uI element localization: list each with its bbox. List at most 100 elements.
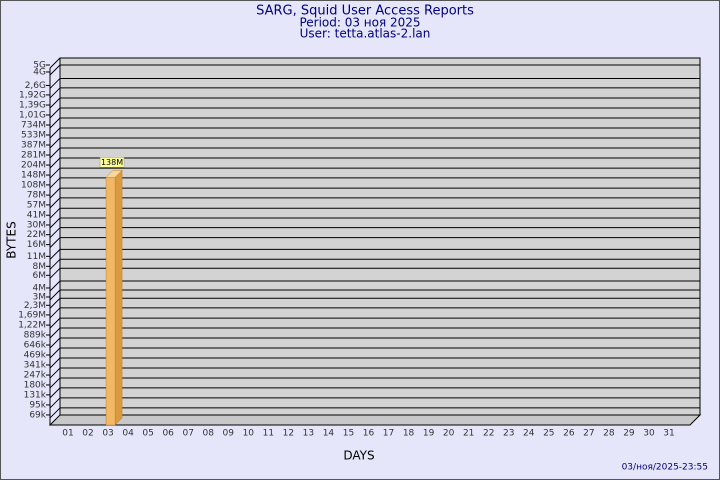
y-tick-label: 5G xyxy=(33,61,46,71)
grid-line xyxy=(49,317,61,329)
x-tick-label: 31 xyxy=(663,429,674,439)
x-tick-label: 11 xyxy=(263,429,274,439)
grid-line xyxy=(49,107,61,119)
y-axis-label: BYTES xyxy=(5,221,19,258)
grid-line xyxy=(49,337,61,349)
grid-line xyxy=(49,357,61,369)
grid-line xyxy=(49,97,61,109)
y-tick-label: 204M xyxy=(21,161,46,171)
grid-line xyxy=(49,207,61,219)
subtitle: User: tetta.atlas-2.lan xyxy=(300,27,431,41)
y-tick-label: 69k xyxy=(29,410,46,420)
grid-line xyxy=(49,78,61,89)
x-tick-label: 17 xyxy=(383,429,394,439)
subtitle: Period: 03 ноя 2025 xyxy=(299,16,420,30)
y-tick-label: 1,01G xyxy=(19,111,46,121)
y-tick-label: 108M xyxy=(21,180,46,190)
chart-title: SARG, Squid User Access Reports xyxy=(256,4,474,19)
x-tick-label: 21 xyxy=(463,429,474,439)
grid-line xyxy=(49,64,61,76)
grid-line xyxy=(49,367,61,379)
grid-line xyxy=(49,237,61,248)
x-tick-label: 02 xyxy=(82,429,93,439)
grid-line xyxy=(49,297,61,309)
grid-line xyxy=(49,267,61,279)
y-tick-label: 387M xyxy=(21,141,46,151)
x-tick-label: 09 xyxy=(223,429,235,439)
grid-line xyxy=(49,127,61,139)
grid-line xyxy=(49,280,61,292)
bar-side xyxy=(114,169,123,426)
y-tick-label: 4M xyxy=(33,283,47,293)
y-tick-label: 2,3M xyxy=(24,301,46,311)
x-tick-label: 05 xyxy=(142,429,153,439)
y-tick-label: 57M xyxy=(27,200,46,210)
x-tick-label: 06 xyxy=(162,429,174,439)
x-tick-label: 13 xyxy=(303,429,314,439)
y-tick-label: 6M xyxy=(33,271,47,281)
x-tick-label: 30 xyxy=(643,429,655,439)
x-tick-label: 10 xyxy=(243,429,255,439)
y-tick-label: 2,6G xyxy=(25,81,46,91)
grid-line xyxy=(49,167,61,179)
grid-line xyxy=(49,327,61,339)
data-label: 138M xyxy=(101,158,123,167)
y-tick-label: 1,69M xyxy=(18,310,46,320)
y-tick-label: 95k xyxy=(29,400,46,410)
bar xyxy=(105,177,116,426)
y-tick-label: 341k xyxy=(24,360,47,370)
y-tick-label: 30M xyxy=(27,220,46,230)
y-tick-label: 1,22M xyxy=(18,321,46,331)
grid-line xyxy=(49,197,61,209)
grid-line xyxy=(49,147,61,159)
grid-line xyxy=(49,177,61,189)
x-tick-label: 26 xyxy=(563,429,575,439)
y-tick-label: 41M xyxy=(27,211,46,221)
x-tick-label: 20 xyxy=(443,429,455,439)
x-tick-label: 14 xyxy=(323,429,335,439)
y-tick-label: 1,39G xyxy=(19,101,46,111)
grid-line xyxy=(49,217,61,229)
y-tick-label: 646k xyxy=(24,340,47,350)
grid-line xyxy=(49,397,61,409)
back-wall xyxy=(59,57,701,416)
y-tick-label: 734M xyxy=(21,120,46,130)
grid-line xyxy=(49,248,61,260)
y-tick-label: 1,92G xyxy=(19,90,46,100)
x-axis-label: DAYS xyxy=(343,449,374,463)
y-tick-label: 22M xyxy=(27,230,46,240)
y-tick-label: 8M xyxy=(33,262,47,272)
x-tick-label: 15 xyxy=(343,429,354,439)
y-tick-label: 469k xyxy=(24,351,47,361)
grid-line xyxy=(49,57,61,69)
grid-line xyxy=(49,87,61,99)
x-tick-label: 24 xyxy=(523,429,535,439)
x-tick-label: 01 xyxy=(62,429,73,439)
grid-line xyxy=(49,227,61,239)
y-tick-label: 131k xyxy=(24,390,47,400)
grid-line xyxy=(49,377,61,389)
y-tick-label: 247k xyxy=(24,371,47,381)
y-tick-label: 180k xyxy=(24,380,47,390)
grid-line xyxy=(49,347,61,359)
data-label-box xyxy=(99,157,125,168)
y-tick-label: 281M xyxy=(21,151,46,161)
x-tick-label: 27 xyxy=(583,429,594,439)
x-tick-label: 16 xyxy=(363,429,375,439)
grid-line xyxy=(49,307,61,319)
x-tick-label: 18 xyxy=(403,429,415,439)
grid-line xyxy=(49,157,61,169)
grid-line xyxy=(49,187,61,199)
x-tick-label: 25 xyxy=(543,429,554,439)
y-tick-label: 3M xyxy=(33,292,47,302)
grid-line xyxy=(49,137,61,149)
x-tick-label: 03 xyxy=(102,429,113,439)
x-tick-label: 04 xyxy=(122,429,134,439)
grid-line xyxy=(49,387,61,399)
x-tick-label: 23 xyxy=(503,429,514,439)
floor xyxy=(48,414,702,426)
x-tick-label: 08 xyxy=(203,429,215,439)
grid-line xyxy=(49,407,61,419)
y-tick-label: 4G xyxy=(33,67,46,77)
